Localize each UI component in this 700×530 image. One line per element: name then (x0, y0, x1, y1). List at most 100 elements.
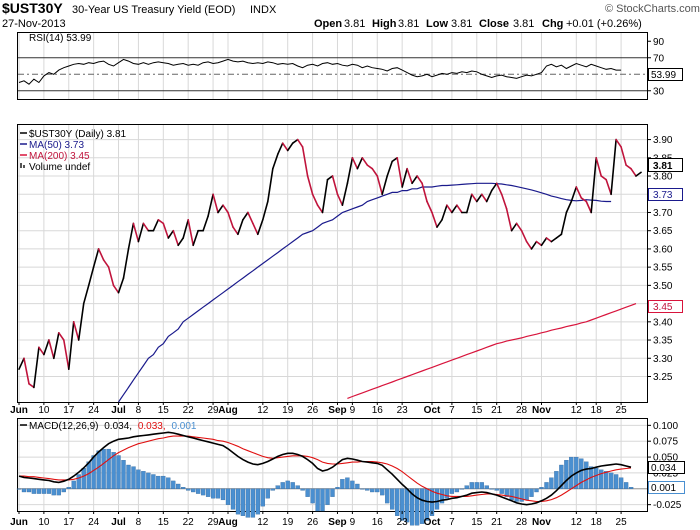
date-axis-bottom-label: 25 (616, 517, 628, 528)
price-segment (232, 226, 239, 236)
price-segment (28, 382, 35, 389)
macd-hist-bar (156, 475, 161, 489)
macd-hist-bar (126, 464, 131, 489)
price-segment (560, 211, 568, 236)
rsi-line (18, 58, 622, 85)
ohlc-high: 3.81 (398, 18, 419, 30)
macd-tick-label: -0.025 (653, 500, 682, 511)
macd-hist-bar (419, 488, 425, 524)
macd-hist-bar (529, 488, 534, 497)
price-legend-ma200: MA(200) 3.45 (29, 151, 90, 162)
macd-hist-bar (215, 488, 221, 499)
macd-hist-bar (255, 488, 261, 515)
macd-hist-bar (305, 488, 310, 497)
macd-hist-bar (365, 488, 370, 491)
price-segment (575, 186, 583, 199)
macd-hist-bar (285, 480, 290, 489)
price-segment (48, 339, 55, 360)
macd-hist-bar (559, 464, 564, 489)
macd-hist-bar (21, 488, 27, 493)
macd-hist-bar (26, 488, 32, 493)
price-segment (411, 175, 418, 185)
date-axis-bottom-label: 21 (491, 517, 503, 528)
date-axis-middle-label: Sep (328, 405, 346, 416)
price-segment (296, 138, 304, 148)
hist-badge-text: 0.001 (651, 483, 676, 494)
macd-hist-bar (569, 456, 574, 489)
price-segment (82, 284, 90, 305)
price-segment (97, 248, 105, 261)
price-segment (202, 215, 209, 232)
price-segment (23, 357, 30, 385)
price-segment (446, 204, 453, 214)
macd-badge-text: 0.034 (651, 463, 676, 474)
macd-hist-bar (290, 482, 295, 489)
macd-hist-bar (71, 480, 76, 489)
macd-hist-bar (544, 482, 549, 489)
macd-hist-bar (51, 488, 56, 496)
price-segment (261, 200, 269, 221)
price-segment (18, 357, 25, 371)
date-axis-bottom-label: Sep (328, 517, 346, 528)
price-segment (625, 164, 632, 170)
macd-hist-bar (141, 471, 146, 489)
rsi-panel-frame (17, 32, 648, 100)
price-legend-main: $UST30Y (Daily) 3.81 (29, 129, 127, 140)
ohlc-close-label: Close (479, 18, 509, 30)
macd-hist-bar (484, 485, 489, 489)
price-segment (401, 167, 408, 188)
macd-hist-bar (459, 488, 465, 490)
ohlc-low-label: Low (426, 18, 448, 30)
price-segment (112, 284, 120, 294)
date-axis-middle-label: 25 (616, 405, 628, 416)
rsi-badge-box (648, 68, 683, 81)
price-segment (540, 237, 548, 247)
price-segment (530, 240, 538, 250)
price-segment (152, 219, 160, 232)
macd-hist-bar (151, 474, 156, 489)
price-tick-label: 3.65 (653, 226, 673, 237)
date-axis-middle-label: 18 (591, 405, 603, 416)
price-segment (580, 197, 588, 203)
price-segment (406, 167, 413, 185)
price-segment (281, 142, 289, 152)
date-axis-middle-label: Jul (111, 405, 126, 416)
ma200-value-badge: 3.45 (648, 300, 683, 313)
price-segment (605, 178, 612, 196)
macd-hist-bar (424, 488, 430, 521)
date-axis-bottom-label: 17 (63, 517, 75, 528)
price-tick-label: 3.35 (653, 336, 673, 347)
price-segment (336, 193, 344, 206)
price-segment (291, 138, 299, 144)
date-axis-middle-label: Oct (424, 405, 441, 416)
price-segment (585, 200, 593, 214)
date-axis-bottom-label: 26 (307, 517, 319, 528)
macd-hist-bar (36, 488, 42, 494)
price-segment (495, 182, 503, 196)
macd-hist-bar (81, 468, 86, 489)
price-segment (107, 266, 115, 287)
date-axis-bottom-label: 18 (591, 517, 603, 528)
macd-hist-bar (444, 488, 450, 499)
price-segment (162, 222, 170, 239)
rsi-badge-text: 53.99 (651, 70, 676, 81)
price-segment (590, 157, 598, 214)
price-segment (550, 237, 558, 243)
macd-hist-bar (330, 488, 335, 497)
price-segment (77, 302, 85, 341)
date-axis-middle-label: 12 (257, 405, 269, 416)
date-axis-bottom-label: 22 (183, 517, 195, 528)
rsi-tick-label: 70 (653, 53, 665, 64)
macd-hist-bar (205, 488, 211, 497)
ohlc-chg-label: Chg (542, 18, 563, 30)
macd-legend-signal: 0.033, (138, 421, 166, 432)
date-axis-middle-label: 8 (136, 405, 142, 416)
macd-hist-bar (355, 483, 360, 489)
date-axis-middle-label: 12 (571, 405, 583, 416)
rsi-tick-label: 30 (653, 86, 665, 97)
price-segment (311, 193, 319, 206)
price-segment (456, 204, 463, 214)
ma200-line (347, 303, 637, 399)
macd-tick-label: 0.100 (653, 421, 678, 432)
price-segment (391, 157, 399, 163)
